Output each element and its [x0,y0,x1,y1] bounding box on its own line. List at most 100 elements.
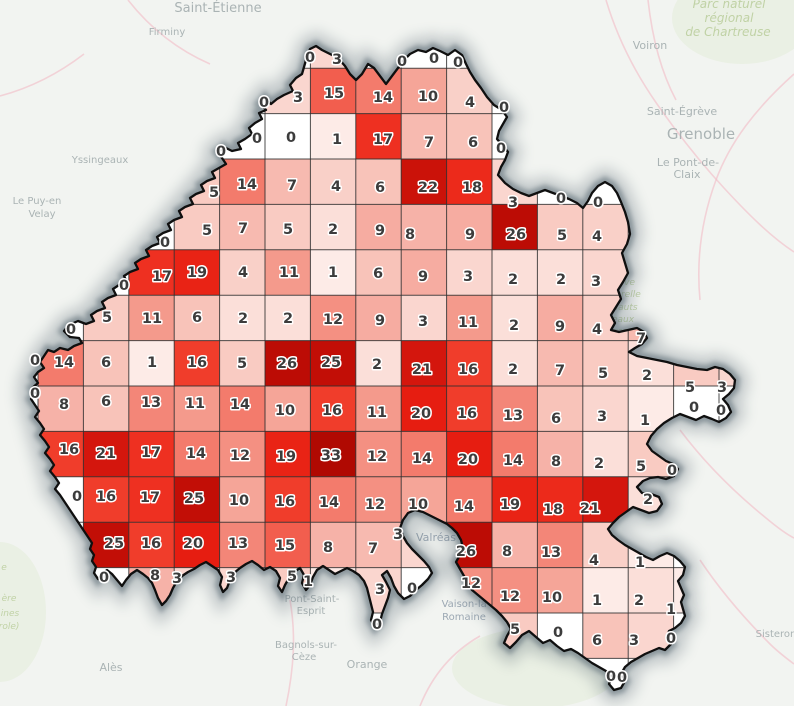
base-map-place-label: Saint-Étienne [174,0,261,16]
heat-cell [219,204,265,250]
heat-cell [537,522,583,568]
heat-cell [492,431,538,477]
cell-value-label: 14 [319,495,339,511]
cell-value-label: 2 [556,272,566,288]
heat-cell [38,386,84,432]
cell-value-label: 4 [331,179,341,195]
base-map-place-label: Bagnols-sur- [275,640,337,651]
cell-value-label: 8 [502,544,512,560]
heat-cell [310,386,356,432]
base-map-place-label: Le Puy-en [13,196,62,207]
cell-value-label: 13 [141,395,161,411]
base-map-place-label: Vaison-la- [442,599,491,610]
heat-cell [310,204,356,250]
cell-value-label: 25 [321,355,341,371]
heat-cell [174,249,220,296]
road-line [127,0,211,65]
cell-value-label: 21 [580,501,600,517]
heat-cell [219,159,265,205]
cell-value-label: 12 [500,589,520,605]
cell-value-label: 16 [187,355,207,371]
heat-cell [582,204,629,250]
heat-cell [582,431,629,477]
cell-value-label: 6 [375,180,385,196]
heat-cell [446,340,492,386]
cell-value-label: 0 [407,581,417,597]
heat-cell [401,386,447,432]
cell-value-label: 5 [510,622,520,638]
heat-cell [355,476,402,523]
cell-value-label: 3 [293,90,303,106]
cell-value-label: 2 [509,318,519,334]
base-map-place-label: ère [2,593,17,604]
cell-value-label: 2 [643,492,653,508]
cell-value-label: 0 [667,463,677,479]
cell-value-label: 5 [287,569,297,585]
heat-cell [582,386,629,432]
cell-value-label: 20 [458,452,478,468]
cell-value-label: 9 [465,227,475,243]
cell-value-label: 12 [365,497,385,513]
cell-value-label: 2 [238,311,248,327]
heat-cell [582,567,629,613]
heat-cell [492,476,538,523]
cell-value-label: 5 [685,380,695,396]
cell-value-label: 8 [150,568,160,584]
cell-value-label: 17 [152,269,172,285]
cell-value-label: 2 [594,456,604,472]
heat-cell [401,159,447,205]
cell-value-label: 1 [666,602,676,618]
cell-value-label: 9 [555,319,565,335]
heat-cell [310,340,356,386]
base-map-place-label: Esprit [297,606,326,617]
cell-value-label: 17 [373,132,393,148]
cell-value-label: 3 [172,571,182,587]
cell-value-label: 5 [102,310,112,326]
cell-value-label: 7 [238,221,248,237]
cell-value-label: 0 [259,95,269,111]
cell-value-label: 10 [408,497,428,513]
cell-value-label: 0 [397,54,407,70]
cell-value-label: 4 [589,553,599,569]
heat-cell [219,522,265,568]
base-map-place-label: Cèze [292,651,317,663]
base-map-place-label: Sisteron [756,629,794,640]
heat-cell [446,204,492,250]
cell-value-label: 11 [279,265,299,281]
cell-value-label: 25 [184,491,204,507]
cell-value-label: 6 [101,394,111,410]
cell-value-label: 11 [458,315,478,331]
cell-value-label: 2 [508,362,518,378]
heat-cell [492,567,538,613]
base-map-place-label: de Chartreuse [685,25,770,39]
cell-value-label: 0 [716,403,726,419]
heat-cell [446,386,492,432]
cell-value-label: 16 [458,362,478,378]
heat-cell [492,204,538,250]
cell-value-label: 1 [635,555,645,571]
heat-cell [355,522,402,568]
heat-cell [265,431,311,477]
heat-cell [310,249,356,296]
heat-cell [355,113,402,159]
road-line [698,73,794,301]
heat-cell [537,204,583,250]
heat-cell [401,113,447,159]
cell-value-label: 33 [321,448,341,464]
heat-cell [310,68,356,114]
heat-cell [401,249,447,296]
heat-cell [128,431,175,477]
cell-value-label: 5 [557,228,567,244]
cell-value-label: 11 [367,405,387,421]
cell-value-label: 16 [96,489,116,505]
cell-value-label: 10 [229,493,249,509]
cell-value-label: 3 [597,409,607,425]
heat-cell [174,522,220,568]
cell-value-label: 5 [636,459,646,475]
heat-cell [446,431,492,477]
cell-value-label: 19 [187,265,207,281]
cell-value-label: 14 [412,451,432,467]
cell-value-label: 16 [457,406,477,422]
